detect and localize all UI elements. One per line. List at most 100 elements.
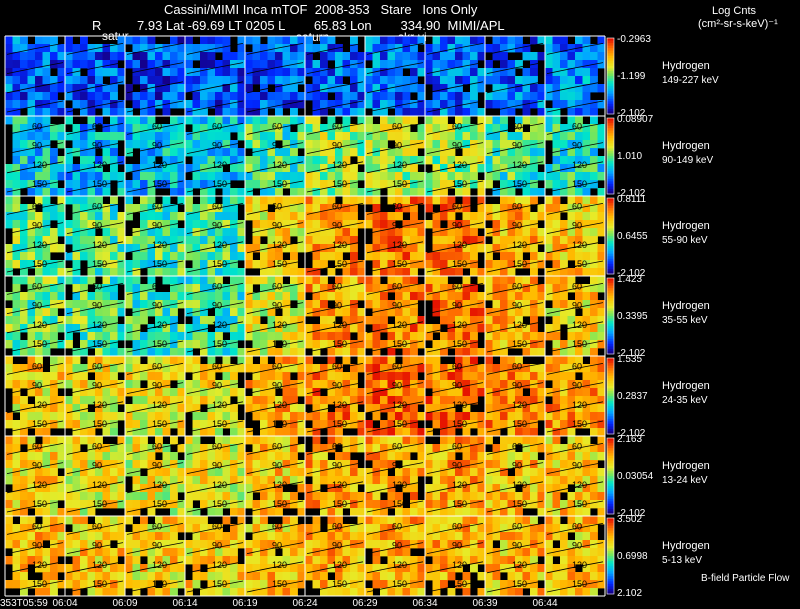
panel-r0-c5 <box>305 36 366 117</box>
colorbar-tick: -2.102 <box>617 108 646 119</box>
contour-label: 90 <box>272 141 282 151</box>
contour-label: 150 <box>32 499 47 509</box>
contour-line <box>426 523 484 535</box>
contour-label: 120 <box>212 240 227 250</box>
contour-line <box>366 443 424 455</box>
contour-label: 90 <box>332 221 342 231</box>
contour-label: 60 <box>572 121 582 131</box>
panel-r1-c1: 60 90 120 150 <box>65 116 126 197</box>
panel-r5-c6: 60 90 120 150 <box>365 436 426 517</box>
contour-label: 90 <box>152 381 162 391</box>
contour-label: 90 <box>452 541 462 551</box>
contour-label: 90 <box>512 141 522 151</box>
contour-label: 90 <box>332 301 342 311</box>
colorbar-tick: -2.102 <box>617 428 646 439</box>
panel-r4-c4: 60 90 120 150 <box>245 356 306 437</box>
species-label: Hydrogen <box>662 60 710 72</box>
contour-label: 90 <box>212 141 222 151</box>
panel-r6-c2: 60 90 120 150 <box>125 516 186 597</box>
contour-label: 90 <box>32 461 42 471</box>
contour-line <box>66 340 124 353</box>
contour-label: 150 <box>212 179 227 189</box>
contour-label: 60 <box>392 521 402 531</box>
contour-line <box>426 100 484 113</box>
contour-label: 150 <box>212 499 227 509</box>
contour-line <box>246 462 304 474</box>
contour-line <box>246 81 304 94</box>
contour-line <box>366 481 424 494</box>
contour-label: 150 <box>572 339 587 349</box>
contour-label: 120 <box>572 400 587 410</box>
contour-line <box>486 561 544 574</box>
contour-line <box>6 401 64 414</box>
contour-label: 90 <box>572 221 582 231</box>
contour-line <box>366 180 424 193</box>
contour-label: 150 <box>152 419 167 429</box>
contour-label: 60 <box>392 441 402 451</box>
contour-label: 60 <box>332 521 342 531</box>
panel-r0-c4 <box>245 36 306 117</box>
contour-line <box>126 462 184 474</box>
panel-r1-c2: 60 90 120 150 <box>125 116 186 197</box>
contour-line <box>486 481 544 494</box>
contour-line <box>6 222 64 234</box>
time-label: 06:39 <box>472 598 498 609</box>
panel-r0-c7 <box>425 36 486 117</box>
contour-line <box>426 203 484 215</box>
contour-line <box>426 302 484 314</box>
contour-line <box>186 302 244 314</box>
contour-line <box>126 302 184 314</box>
contour-line <box>366 363 424 375</box>
contour-line <box>246 222 304 234</box>
colorbar-tick: 0.08907 <box>617 114 654 125</box>
contour-line <box>546 283 604 295</box>
panel-r6-c6: 60 90 120 150 <box>365 516 426 597</box>
contour-line <box>306 100 364 113</box>
contour-label: 150 <box>92 499 107 509</box>
contour-label: 120 <box>332 240 347 250</box>
panel-r6-c5: 60 90 120 150 <box>305 516 366 597</box>
contour-label: 90 <box>272 541 282 551</box>
contour-line <box>546 340 604 353</box>
contour-label: 60 <box>452 201 462 211</box>
panel-r3-c9: 60 90 120 150 <box>545 276 606 357</box>
contour-line <box>186 462 244 474</box>
contour-line <box>126 123 184 135</box>
colorbar-tick: 0.6998 <box>617 551 648 562</box>
contour-label: 90 <box>92 541 102 551</box>
contour-line <box>486 180 544 193</box>
panel-r0-c1 <box>65 36 126 117</box>
contour-line <box>546 260 604 273</box>
contour-label: 60 <box>92 121 102 131</box>
contour-label: 120 <box>152 160 167 170</box>
contour-label: 120 <box>32 480 47 490</box>
contour-line <box>246 123 304 135</box>
contour-line <box>186 580 244 593</box>
contour-label: 60 <box>212 441 222 451</box>
contour-line <box>306 462 364 474</box>
contour-line <box>186 180 244 193</box>
contour-label: 120 <box>512 480 527 490</box>
panel-r4-c8: 60 90 120 150 <box>485 356 546 437</box>
contour-line <box>126 142 184 154</box>
panel-r1-c0: 60 90 120 150 <box>5 116 66 197</box>
panel-r0-c3 <box>185 36 246 117</box>
contour-line <box>66 241 124 254</box>
contour-line <box>546 100 604 113</box>
contour-label: 90 <box>452 301 462 311</box>
time-label: 06:34 <box>412 598 438 609</box>
contour-label: 150 <box>452 579 467 589</box>
contour-line <box>366 203 424 215</box>
contour-label: 60 <box>332 121 342 131</box>
panel-r3-c4: 60 90 120 150 <box>245 276 306 357</box>
contour-label: 120 <box>212 160 227 170</box>
contour-line <box>366 43 424 55</box>
contour-line <box>6 302 64 314</box>
contour-line <box>486 81 544 94</box>
contour-line <box>66 523 124 535</box>
contour-label: 120 <box>512 160 527 170</box>
contour-line <box>246 62 304 74</box>
contour-label: 150 <box>92 259 107 269</box>
contour-line <box>66 401 124 414</box>
contour-line <box>486 62 544 74</box>
